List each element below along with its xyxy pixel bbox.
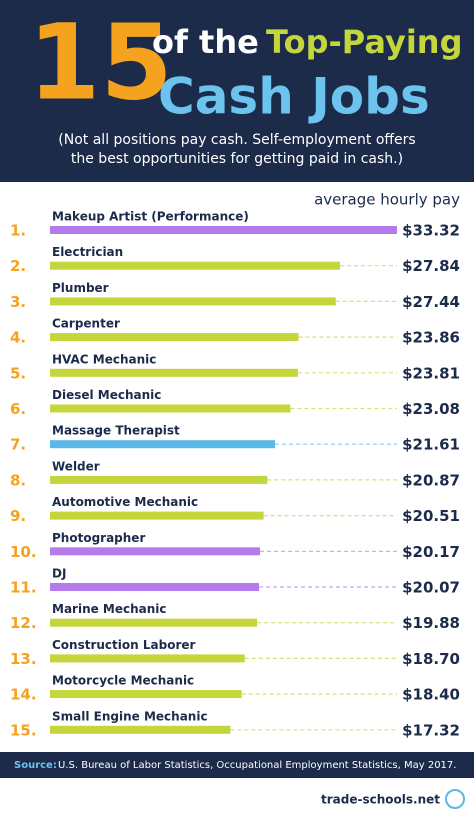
footer-background — [0, 752, 474, 778]
rank: 9. — [10, 507, 26, 525]
value-label: $20.87 — [402, 471, 460, 489]
category-label: Carpenter — [52, 317, 120, 331]
category-label: HVAC Mechanic — [52, 352, 156, 366]
value-label: $33.32 — [402, 222, 460, 240]
bar — [50, 618, 258, 627]
value-label: $23.08 — [402, 400, 460, 418]
rank: 10. — [10, 543, 37, 561]
value-label: $27.84 — [402, 257, 460, 275]
rank: 7. — [10, 436, 26, 454]
category-label: Makeup Artist (Performance) — [52, 210, 249, 224]
subtitle: (Not all positions pay cash. Self-employ… — [58, 132, 415, 148]
category-label: Motorcycle Mechanic — [52, 674, 194, 688]
bar — [50, 547, 261, 556]
title-number: 15 — [28, 1, 173, 123]
value-label: $18.70 — [402, 650, 460, 668]
value-axis-label: average hourly pay — [314, 191, 460, 209]
bar — [50, 690, 242, 699]
bar — [50, 511, 264, 520]
value-label: $23.86 — [402, 329, 460, 347]
bar — [50, 333, 299, 342]
source-label: Source: — [14, 760, 57, 771]
rank: 14. — [10, 686, 37, 704]
category-label: Welder — [52, 459, 100, 473]
header-background — [0, 0, 474, 182]
rank: 12. — [10, 614, 37, 632]
value-label: $17.32 — [402, 721, 460, 739]
value-label: $20.17 — [402, 543, 460, 561]
rank: 6. — [10, 400, 26, 418]
bar — [50, 725, 231, 734]
value-label: $19.88 — [402, 614, 460, 632]
title-part: of the — [152, 23, 259, 61]
rank: 2. — [10, 257, 26, 275]
category-label: Diesel Mechanic — [52, 388, 161, 402]
value-label: $18.40 — [402, 686, 460, 704]
subtitle: the best opportunities for getting paid … — [71, 151, 403, 167]
category-label: Photographer — [52, 531, 145, 545]
bar — [50, 368, 298, 377]
bar — [50, 654, 245, 663]
title-part: Top-Paying — [266, 23, 462, 61]
value-label: $20.07 — [402, 579, 460, 597]
source: U.S. Bureau of Labor Statistics, Occupat… — [58, 760, 456, 771]
category-label: Massage Therapist — [52, 424, 180, 438]
rank: 5. — [10, 364, 26, 382]
rank: 1. — [10, 222, 26, 240]
value-label: $20.51 — [402, 507, 460, 525]
bar — [50, 297, 336, 306]
bar — [50, 475, 268, 484]
category-label: Marine Mechanic — [52, 602, 167, 616]
bar — [50, 226, 397, 234]
rank: 4. — [10, 329, 26, 347]
rank: 15. — [10, 721, 37, 739]
brand-logo — [445, 789, 465, 809]
category-label: Small Engine Mechanic — [52, 709, 208, 723]
rank: 13. — [10, 650, 37, 668]
bar — [50, 440, 276, 449]
category-label: Construction Laborer — [52, 638, 195, 652]
category-label: Electrician — [52, 245, 123, 259]
bar — [50, 261, 340, 270]
rank: 8. — [10, 471, 26, 489]
title-part: Cash Jobs — [158, 68, 430, 126]
category-label: Plumber — [52, 281, 109, 295]
category-label: Automotive Mechanic — [52, 495, 198, 509]
bar — [50, 404, 291, 413]
rank: 11. — [10, 579, 37, 597]
brand: trade-schools.net — [321, 793, 440, 807]
category-label: DJ — [52, 567, 66, 581]
value-label: $27.44 — [402, 293, 460, 311]
value-label: $21.61 — [402, 436, 460, 454]
rank: 3. — [10, 293, 26, 311]
bar — [50, 583, 260, 591]
value-label: $23.81 — [402, 364, 460, 382]
